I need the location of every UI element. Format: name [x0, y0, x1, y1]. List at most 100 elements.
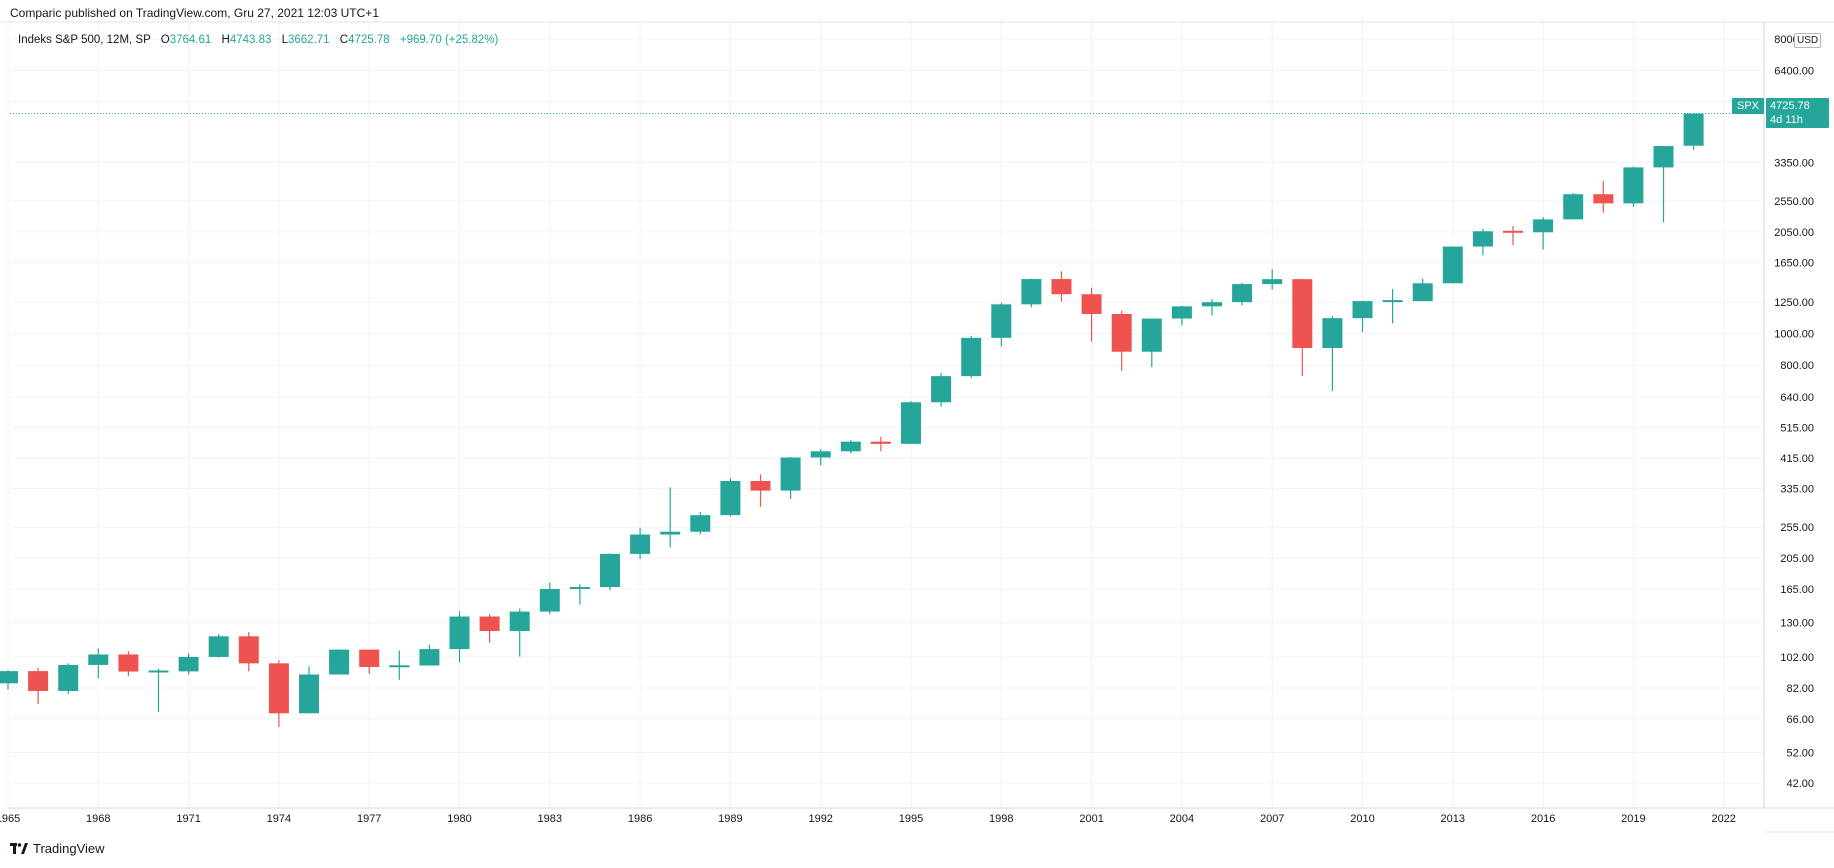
candle-body	[28, 671, 49, 691]
y-tick-label: 165.00	[1780, 584, 1814, 596]
candle-1996[interactable]	[931, 373, 952, 407]
x-tick-label: 1992	[808, 813, 832, 825]
candle-body	[329, 649, 350, 675]
candle-1986[interactable]	[630, 527, 651, 560]
symbol-title[interactable]: Indeks S&P 500, 12M, SP	[18, 34, 151, 46]
candle-1975[interactable]	[299, 666, 319, 714]
candle-2012[interactable]	[1412, 278, 1433, 302]
candle-1994[interactable]	[870, 436, 891, 452]
candle-body	[630, 534, 651, 554]
candle-body	[1503, 230, 1523, 233]
candle-1965[interactable]	[0, 670, 18, 690]
candle-1971[interactable]	[178, 653, 199, 675]
candle-1984[interactable]	[569, 584, 590, 605]
candle-2000[interactable]	[1051, 271, 1072, 302]
candle-2004[interactable]	[1171, 305, 1192, 326]
x-tick-label: 1998	[989, 813, 1013, 825]
x-tick-label: 2004	[1170, 813, 1194, 825]
candle-2011[interactable]	[1382, 288, 1403, 324]
candle-body	[690, 515, 711, 532]
candle-1999[interactable]	[1021, 278, 1042, 308]
x-tick-label: 1980	[447, 813, 471, 825]
y-tick-label: 42.00	[1786, 778, 1814, 790]
candle-2016[interactable]	[1533, 216, 1554, 250]
candle-1980[interactable]	[449, 611, 470, 663]
candle-1968[interactable]	[88, 648, 109, 679]
y-tick-label: 640.00	[1780, 392, 1814, 404]
candle-1997[interactable]	[961, 335, 982, 379]
candle-2021[interactable]	[1683, 112, 1704, 150]
candle-1988[interactable]	[690, 512, 711, 535]
candle-2006[interactable]	[1232, 282, 1253, 306]
candle-body	[1382, 300, 1403, 303]
candle-1982[interactable]	[509, 608, 530, 657]
candle-body	[359, 649, 380, 668]
candle-2013[interactable]	[1442, 246, 1463, 284]
x-tick-label: 1968	[86, 813, 110, 825]
candle-body	[389, 665, 410, 668]
candle-body	[0, 671, 18, 684]
candle-1973[interactable]	[238, 632, 259, 672]
candle-1991[interactable]	[780, 457, 801, 499]
candle-1989[interactable]	[720, 478, 741, 517]
candle-body	[1141, 318, 1162, 352]
candle-body	[178, 656, 199, 672]
currency-label[interactable]: USD	[1794, 33, 1822, 48]
candle-1981[interactable]	[479, 614, 500, 643]
candle-body	[1292, 279, 1313, 349]
candle-body	[569, 587, 590, 590]
symbol-tag: SPX	[1732, 98, 1765, 114]
y-tick-label: 82.00	[1786, 683, 1814, 695]
candle-1983[interactable]	[539, 582, 560, 614]
candle-1987[interactable]	[660, 487, 681, 548]
candle-body	[238, 636, 259, 664]
candle-1995[interactable]	[901, 400, 921, 444]
candle-2018[interactable]	[1593, 180, 1614, 213]
candle-2019[interactable]	[1623, 166, 1644, 207]
candle-2010[interactable]	[1352, 300, 1373, 333]
candle-body	[810, 451, 831, 458]
candle-2001[interactable]	[1081, 287, 1102, 342]
candle-body	[931, 376, 952, 403]
footer-brand[interactable]: TradingView	[10, 841, 105, 856]
candle-2002[interactable]	[1111, 310, 1132, 371]
candle-2009[interactable]	[1322, 316, 1343, 392]
candle-1976[interactable]	[329, 649, 350, 675]
candle-1970[interactable]	[148, 668, 169, 712]
candle-body	[479, 616, 500, 632]
candle-body	[208, 636, 229, 657]
candle-2014[interactable]	[1472, 228, 1493, 256]
candle-1985[interactable]	[600, 553, 620, 591]
candle-1969[interactable]	[118, 651, 139, 677]
y-tick-label: 800.00	[1780, 360, 1814, 372]
candle-1998[interactable]	[991, 302, 1012, 347]
candle-1992[interactable]	[810, 449, 831, 466]
candle-2007[interactable]	[1262, 269, 1283, 290]
candle-1990[interactable]	[750, 474, 771, 507]
candle-body	[720, 480, 741, 516]
candle-2020[interactable]	[1653, 145, 1674, 223]
candle-1972[interactable]	[208, 634, 229, 658]
candle-1977[interactable]	[359, 649, 380, 674]
x-tick-label: 2001	[1079, 813, 1103, 825]
y-tick-label: 335.00	[1780, 484, 1814, 496]
change-value: +969.70 (+25.82%)	[399, 34, 499, 46]
x-tick-label: 1995	[899, 813, 923, 825]
candle-2008[interactable]	[1292, 278, 1313, 377]
candle-1993[interactable]	[840, 440, 861, 454]
candle-1974[interactable]	[268, 660, 289, 727]
candle-1967[interactable]	[58, 663, 79, 695]
candle-2005[interactable]	[1202, 299, 1222, 316]
candle-body	[148, 670, 169, 673]
y-tick-label: 102.00	[1780, 652, 1814, 664]
candle-2003[interactable]	[1141, 318, 1162, 368]
candle-1966[interactable]	[28, 667, 49, 705]
candle-body	[268, 663, 289, 714]
y-tick-label: 52.00	[1786, 748, 1814, 760]
candle-1978[interactable]	[389, 650, 410, 680]
candle-2017[interactable]	[1563, 193, 1584, 220]
x-tick-label: 2013	[1441, 813, 1465, 825]
candle-1979[interactable]	[419, 644, 440, 666]
candle-2015[interactable]	[1503, 226, 1523, 246]
